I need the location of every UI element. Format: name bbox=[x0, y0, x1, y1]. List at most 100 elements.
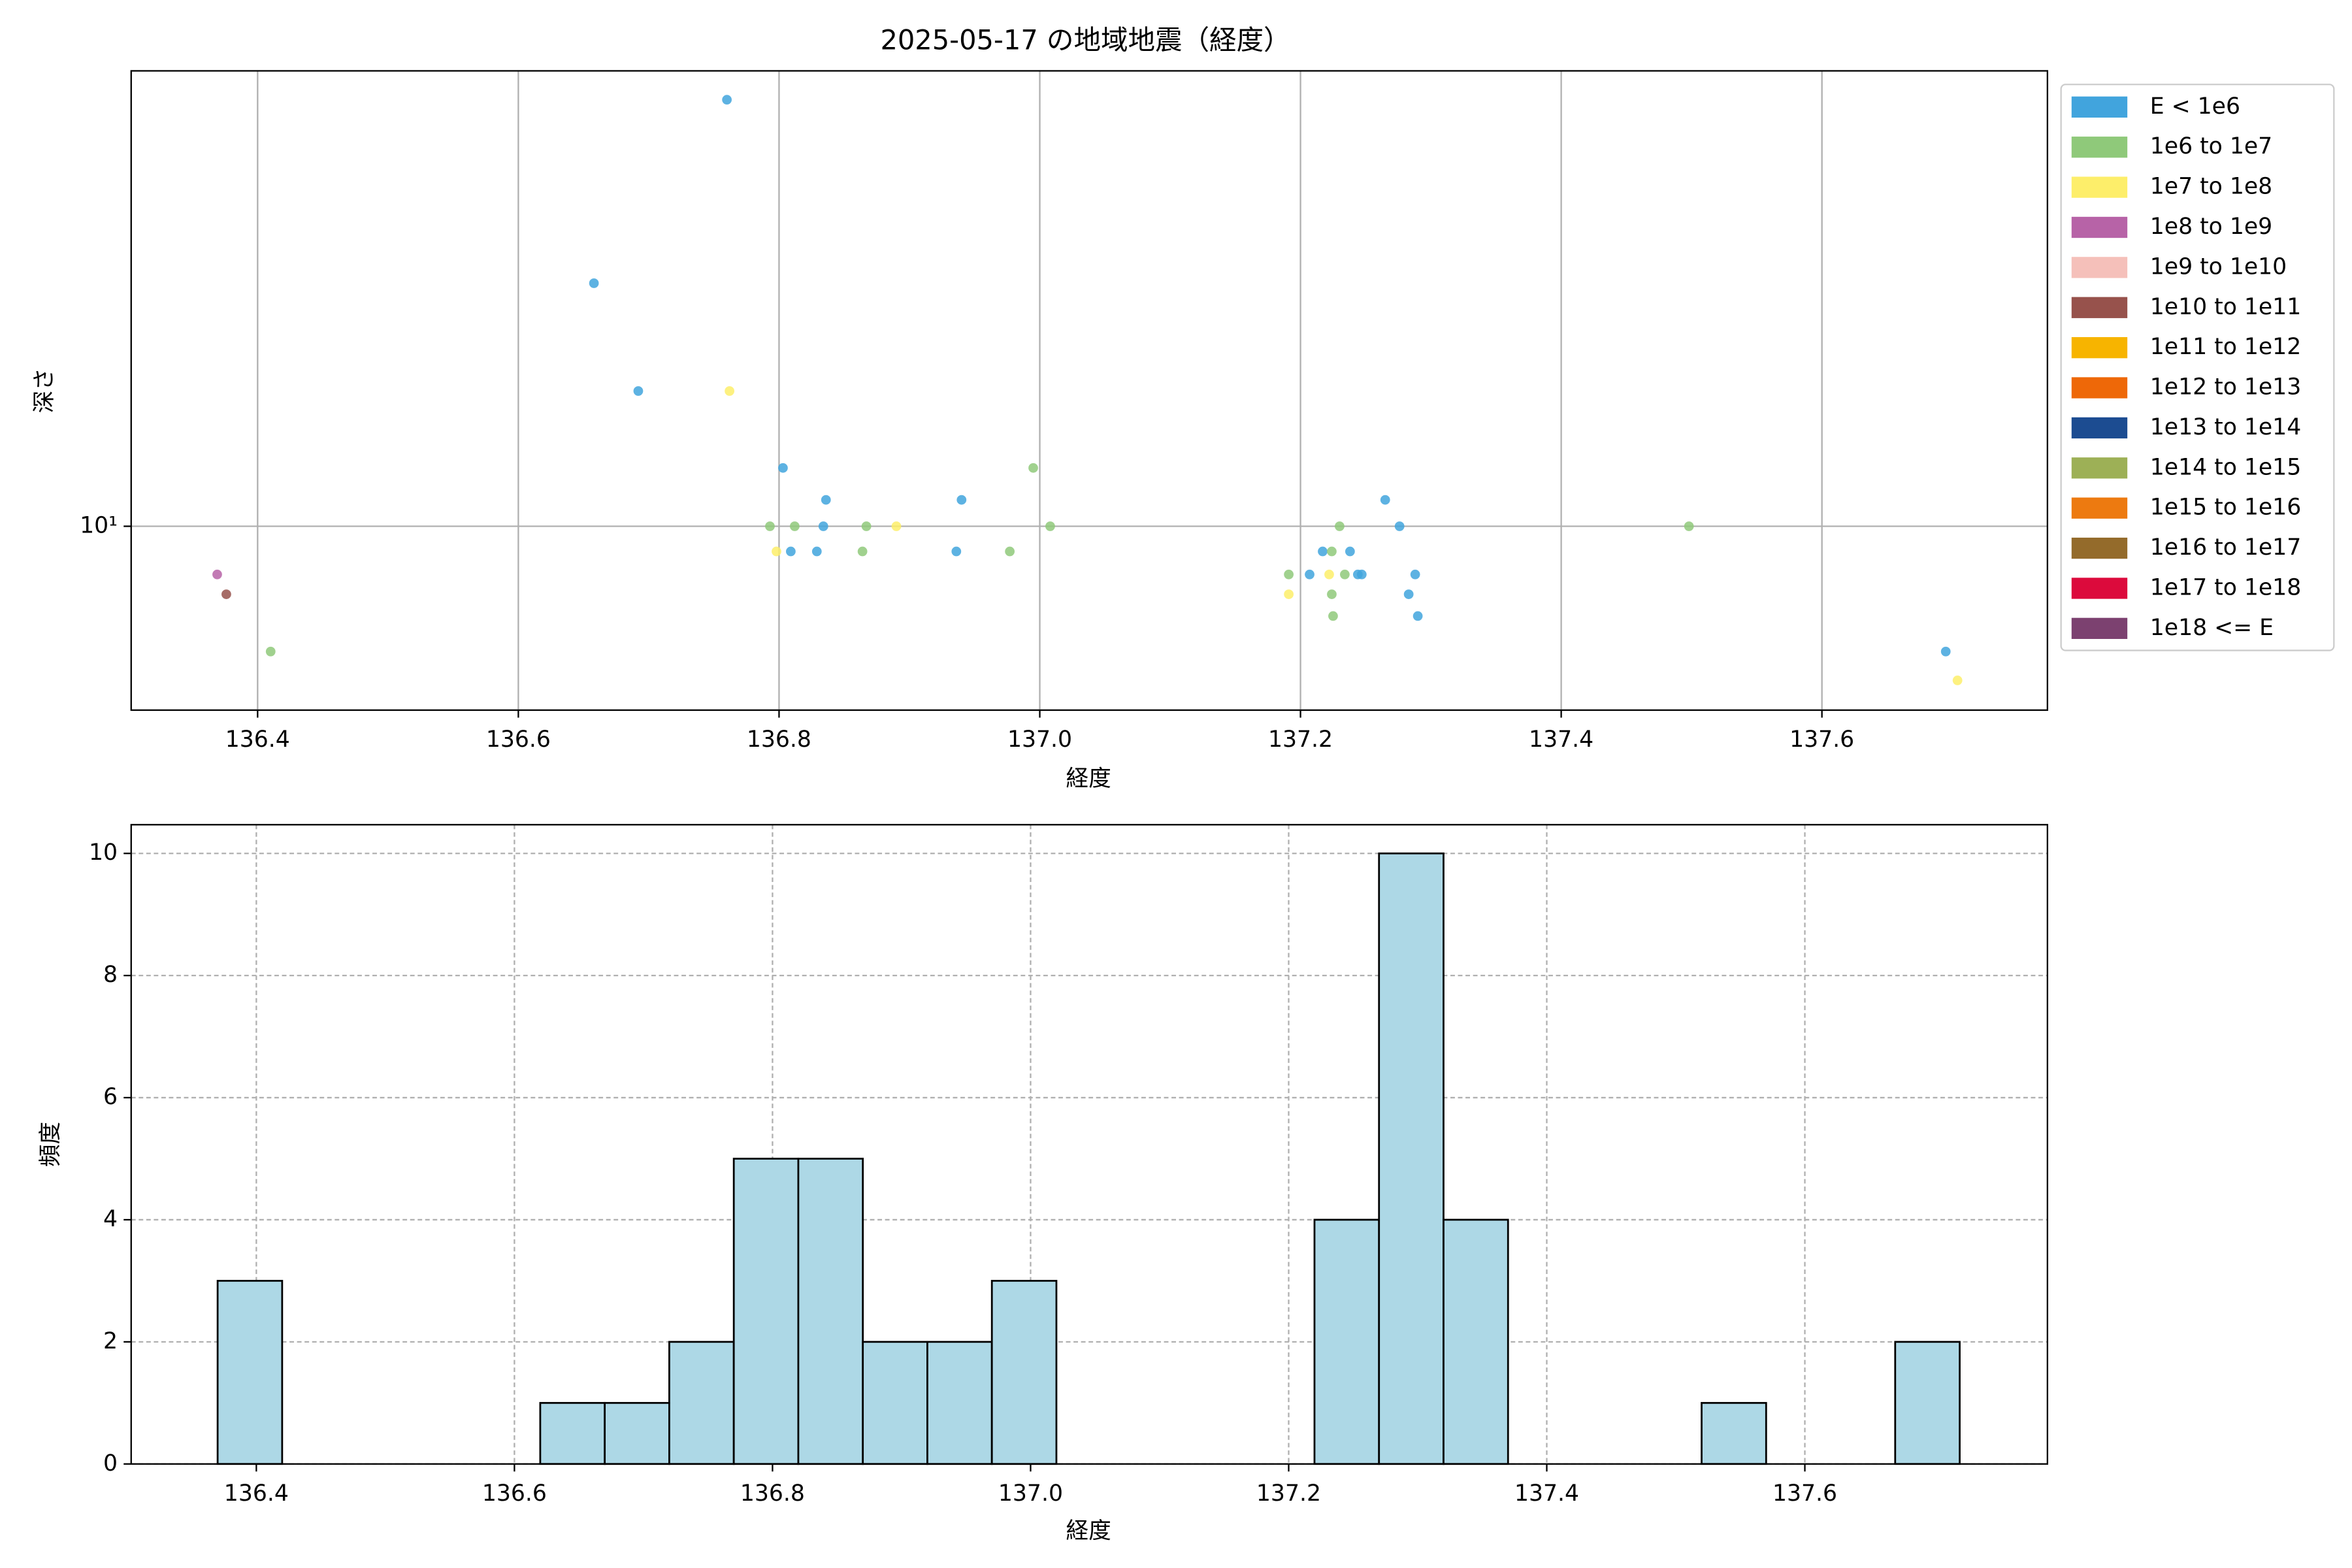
bar bbox=[862, 1341, 928, 1465]
legend-swatch bbox=[2071, 137, 2128, 158]
legend-label: 1e12 to 1e13 bbox=[2150, 374, 2301, 400]
plot-frame bbox=[130, 824, 2048, 1465]
x-tick-label: 137.0 bbox=[998, 1480, 1063, 1507]
point bbox=[1345, 546, 1355, 557]
x-tick-label: 136.4 bbox=[224, 1480, 289, 1507]
point bbox=[725, 386, 734, 396]
point bbox=[811, 546, 822, 557]
legend-swatch bbox=[2071, 537, 2128, 559]
point bbox=[1952, 676, 1963, 685]
point bbox=[1380, 495, 1390, 505]
legend-swatch bbox=[2071, 96, 2128, 118]
x-tick-label: 137.4 bbox=[1514, 1480, 1579, 1507]
legend-swatch bbox=[2071, 497, 2128, 519]
point bbox=[891, 521, 902, 531]
point bbox=[1284, 569, 1294, 580]
legend-label: 1e15 to 1e16 bbox=[2150, 495, 2301, 521]
point bbox=[1305, 569, 1315, 580]
point bbox=[1328, 611, 1338, 621]
point bbox=[1028, 463, 1038, 473]
legend-swatch bbox=[2071, 216, 2128, 238]
legend-box bbox=[2060, 84, 2335, 651]
legend-label: 1e9 to 1e10 bbox=[2150, 253, 2287, 280]
y-tick-label: 0 bbox=[103, 1450, 118, 1477]
legend-swatch bbox=[2071, 297, 2128, 318]
x-tick-label: 137.2 bbox=[1256, 1480, 1321, 1507]
legend-swatch bbox=[2071, 578, 2128, 599]
point bbox=[1045, 521, 1055, 531]
legend-label: 1e10 to 1e11 bbox=[2150, 294, 2301, 320]
legend-swatch bbox=[2071, 176, 2128, 198]
plot-frame bbox=[130, 70, 2048, 711]
point bbox=[789, 521, 800, 531]
point bbox=[772, 546, 781, 557]
point bbox=[589, 278, 599, 288]
point bbox=[857, 546, 868, 557]
x-tick-label: 137.2 bbox=[1268, 727, 1333, 753]
point bbox=[1318, 546, 1328, 557]
point bbox=[1005, 546, 1015, 557]
point bbox=[1684, 521, 1694, 531]
point bbox=[765, 521, 775, 531]
point bbox=[1356, 569, 1367, 580]
bar bbox=[1701, 1401, 1767, 1465]
point bbox=[265, 646, 276, 657]
legend-swatch bbox=[2071, 457, 2128, 479]
point bbox=[821, 495, 831, 505]
point bbox=[221, 589, 231, 599]
legend-label: 1e14 to 1e15 bbox=[2150, 454, 2301, 480]
point bbox=[1327, 589, 1337, 599]
point bbox=[786, 546, 796, 557]
bar bbox=[216, 1280, 284, 1465]
x-tick-label: 136.6 bbox=[486, 727, 551, 753]
x-tick-label: 137.4 bbox=[1529, 727, 1593, 753]
x-tick-label: 136.6 bbox=[482, 1480, 547, 1507]
point bbox=[1324, 569, 1334, 580]
x-tick-label: 137.6 bbox=[1789, 727, 1854, 753]
x-tick-label: 137.0 bbox=[1007, 727, 1072, 753]
point bbox=[951, 546, 962, 557]
bar bbox=[604, 1401, 670, 1465]
bar bbox=[1443, 1218, 1509, 1465]
x-axis-label: 経度 bbox=[1066, 1518, 1111, 1544]
bar bbox=[668, 1341, 735, 1465]
bar bbox=[732, 1158, 800, 1465]
point bbox=[1940, 646, 1951, 657]
x-axis-label: 経度 bbox=[1066, 766, 1111, 792]
point bbox=[1403, 589, 1414, 599]
legend-label: 1e11 to 1e12 bbox=[2150, 334, 2301, 360]
point bbox=[212, 569, 222, 580]
point bbox=[861, 521, 872, 531]
legend-label: E < 1e6 bbox=[2150, 93, 2240, 120]
point bbox=[1394, 521, 1405, 531]
bar bbox=[797, 1158, 864, 1465]
legend-swatch bbox=[2071, 617, 2128, 639]
legend-label: 1e7 to 1e8 bbox=[2150, 174, 2272, 200]
point bbox=[1410, 569, 1420, 580]
bar bbox=[990, 1280, 1058, 1465]
y-tick-label: 10¹ bbox=[80, 513, 118, 539]
bar bbox=[1378, 852, 1445, 1465]
chart-title: 2025-05-17 の地域地震（経度） bbox=[880, 24, 1290, 56]
legend-swatch bbox=[2071, 417, 2128, 439]
point bbox=[1335, 521, 1345, 531]
legend-label: 1e18 <= E bbox=[2150, 615, 2274, 641]
legend-swatch bbox=[2071, 257, 2128, 278]
bar bbox=[539, 1401, 606, 1465]
point bbox=[1340, 569, 1350, 580]
x-tick-label: 136.8 bbox=[740, 1480, 805, 1507]
legend-swatch bbox=[2071, 377, 2128, 399]
x-tick-label: 136.4 bbox=[225, 727, 290, 753]
point bbox=[1284, 589, 1294, 599]
point bbox=[722, 95, 732, 105]
bar bbox=[1894, 1341, 1961, 1465]
y-tick-label: 6 bbox=[103, 1084, 118, 1110]
y-tick-label: 10 bbox=[89, 840, 118, 866]
y-tick-label: 2 bbox=[103, 1328, 118, 1354]
bar bbox=[1313, 1218, 1380, 1465]
point bbox=[633, 386, 644, 396]
y-axis-label: 頻度 bbox=[37, 1122, 63, 1167]
point bbox=[778, 463, 788, 473]
